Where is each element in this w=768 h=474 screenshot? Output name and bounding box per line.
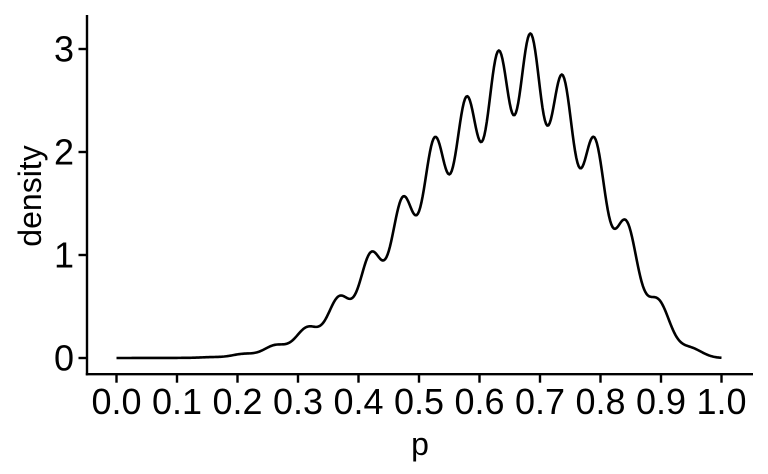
x-tick-label: 0.8 [575,381,625,422]
y-tick-label: 3 [54,28,74,69]
y-tick-label: 2 [54,131,74,172]
y-tick-label: 1 [54,234,74,275]
x-tick-label: 0.6 [454,381,504,422]
x-axis-ticks: 0.0 0.1 0.2 0.3 0.4 0.5 0.6 0.7 0.8 0.9 1.0 [91,374,747,422]
x-tick-label: 0.7 [515,381,565,422]
y-tick-label: 0 [54,337,74,378]
density-curve [116,32,722,360]
x-tick-label: 0.5 [394,381,444,422]
x-tick-label: 0.4 [333,381,383,422]
x-tick-label: 0.2 [212,381,262,422]
x-tick-label: 0.3 [273,381,323,422]
x-tick-label: 0.1 [152,381,202,422]
x-tick-label: 1.0 [696,381,746,422]
y-axis-ticks: 0 1 2 3 [54,28,87,378]
x-tick-label: 0.0 [91,381,141,422]
y-axis-title: density [12,145,48,246]
x-axis-title: p [411,426,429,462]
x-tick-label: 0.9 [636,381,686,422]
